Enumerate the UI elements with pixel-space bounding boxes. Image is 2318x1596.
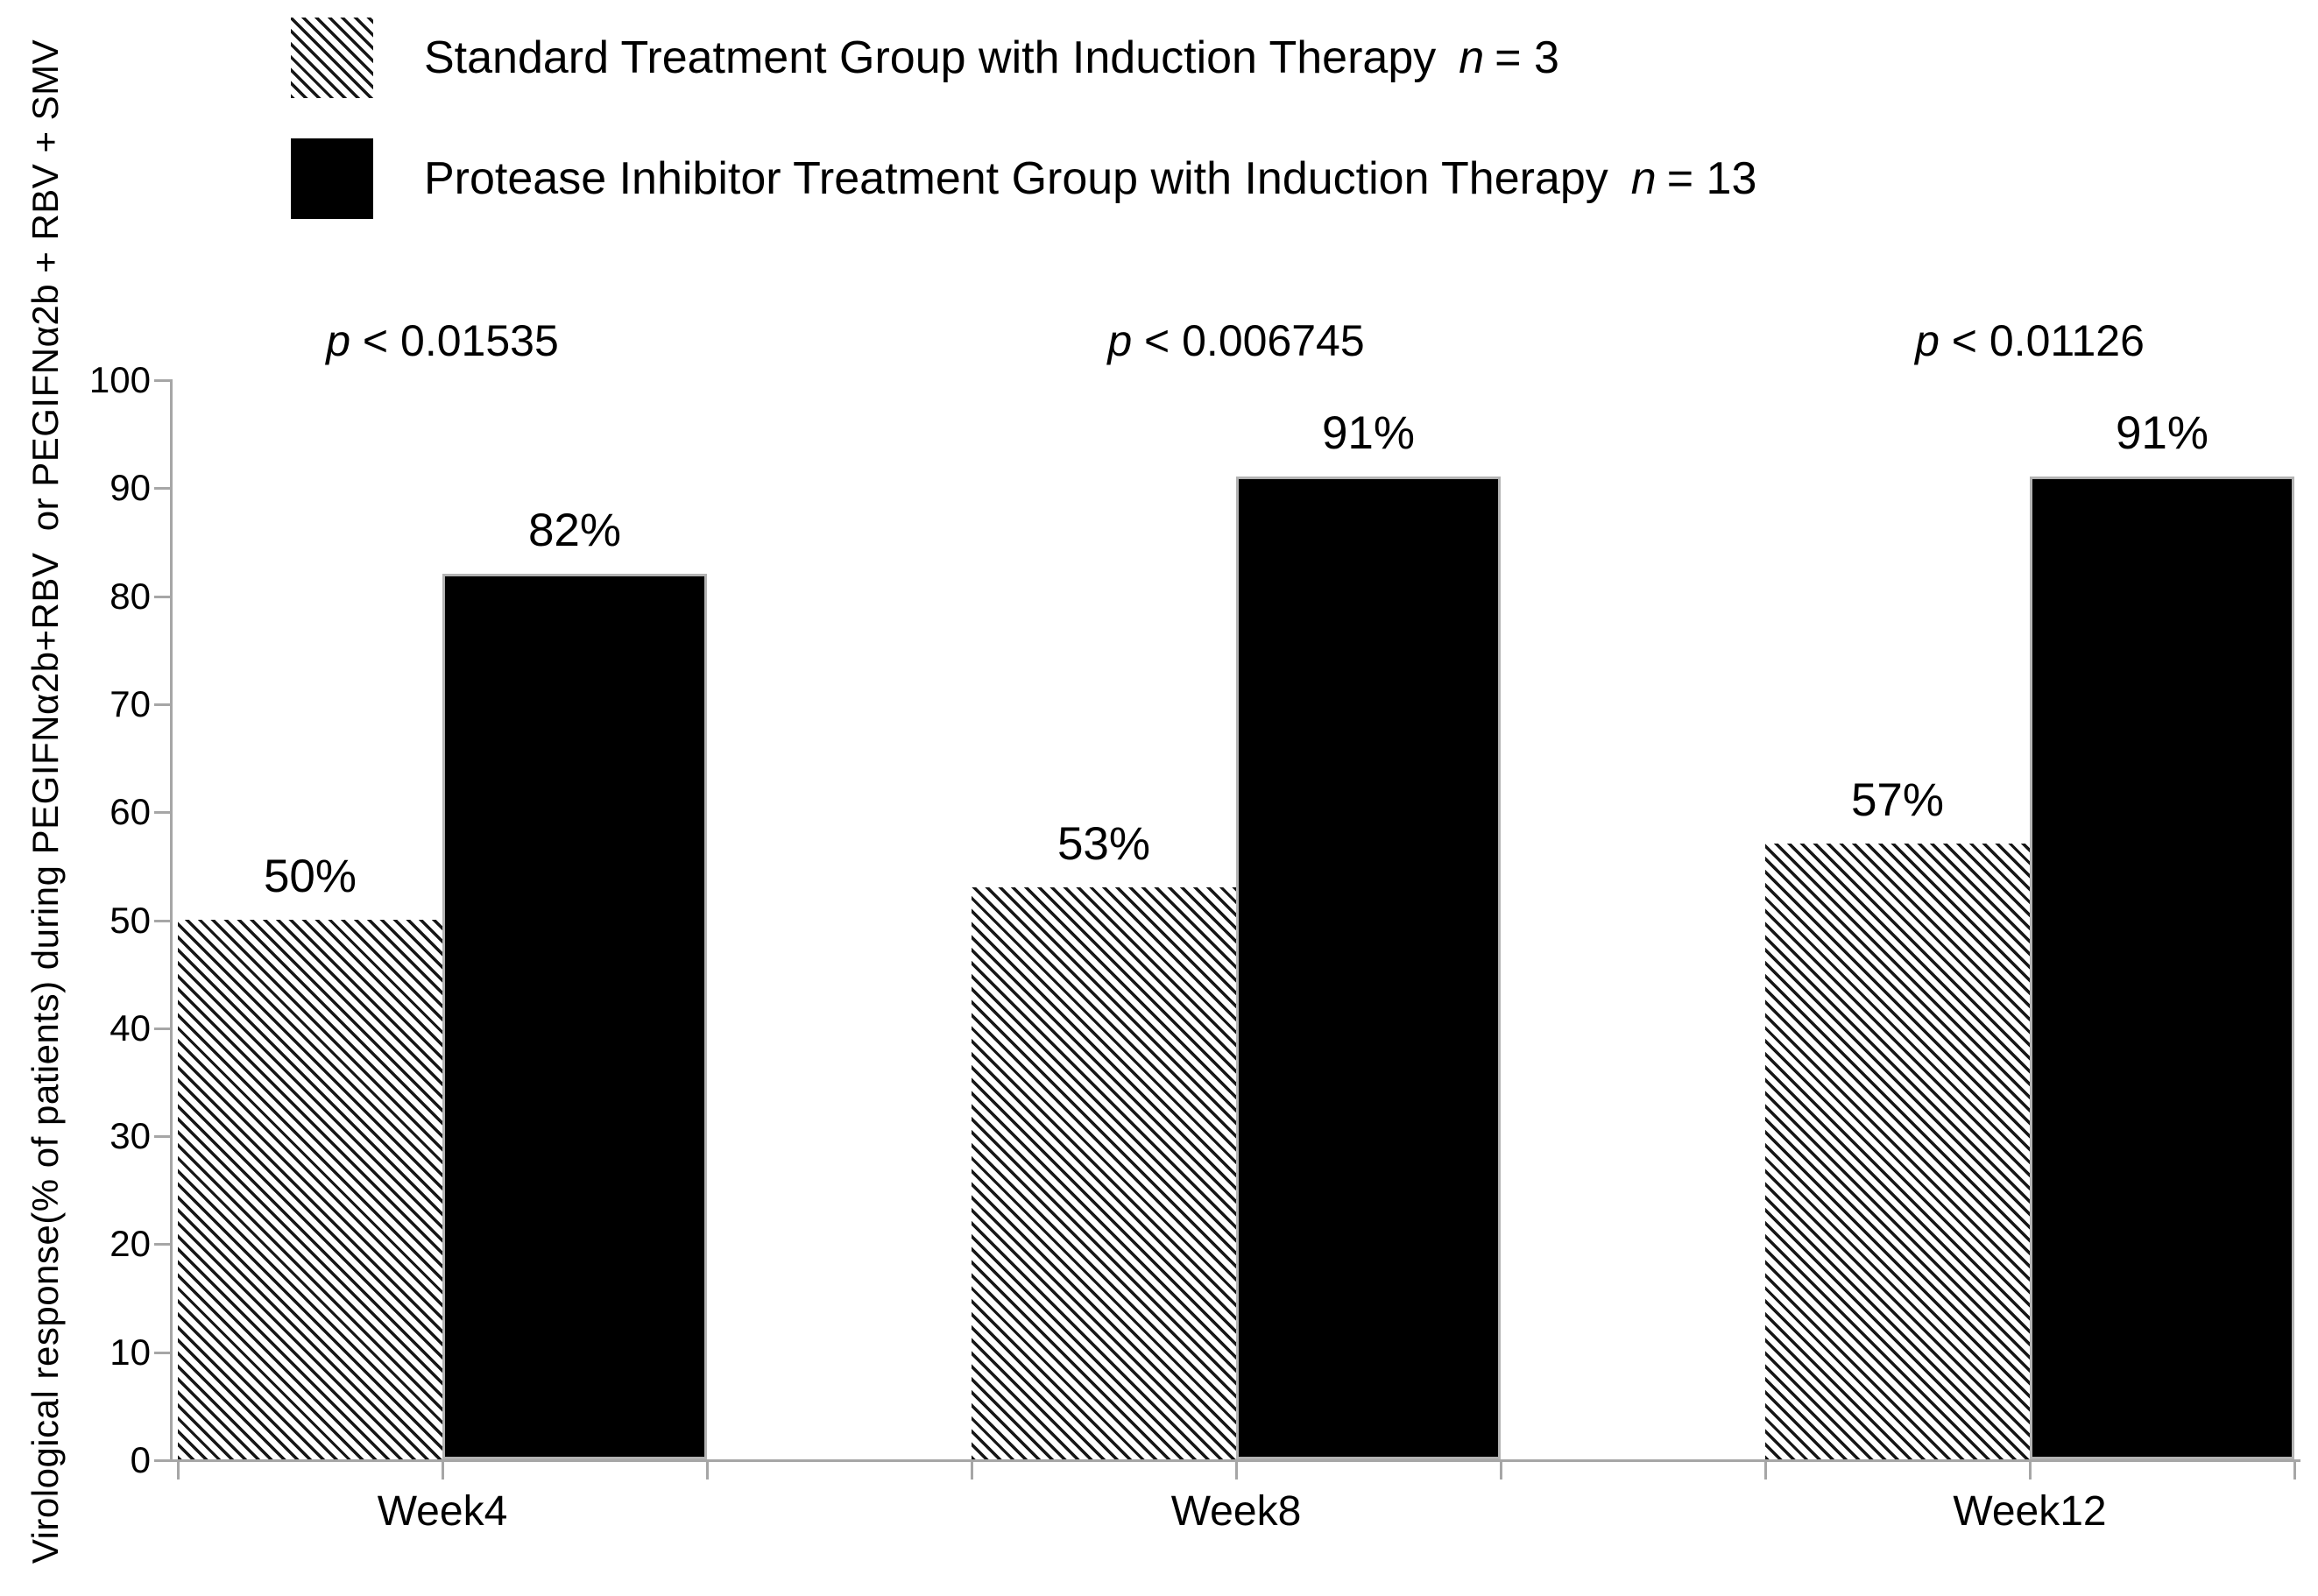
y-tick-label: 10	[110, 1331, 151, 1373]
bar-value-label-week12-standard: 57%	[1850, 774, 1945, 827]
x-tick-mark	[2029, 1462, 2032, 1479]
y-tick-mark	[154, 703, 170, 706]
bar-week8-standard	[972, 886, 1236, 1459]
p-threshold: < 0.01535	[350, 316, 559, 365]
x-tick-mark	[1764, 1462, 1767, 1479]
y-tick-label: 60	[110, 791, 151, 833]
x-tick-mark	[442, 1462, 444, 1479]
legend-text: Standard Treatment Group with Induction …	[424, 32, 1437, 83]
y-tick-mark	[154, 919, 170, 922]
legend-swatch-hatched	[291, 18, 373, 98]
p-variable: p	[1915, 316, 1940, 365]
bar-week12-protease	[2030, 476, 2294, 1459]
bar-week4-standard	[178, 919, 442, 1459]
x-tick-label-week4: Week4	[377, 1488, 508, 1535]
legend-n-value: = 13	[1666, 153, 1757, 204]
bar-value-label-week12-protease: 91%	[2115, 406, 2209, 459]
legend-swatch-black	[291, 138, 373, 219]
x-axis-line	[170, 1459, 2300, 1462]
legend-n-variable: n	[1630, 153, 1657, 204]
y-axis-line	[170, 379, 173, 1462]
p-value-week8: p < 0.006745	[972, 315, 1501, 366]
y-tick-label: 0	[130, 1439, 151, 1480]
bar-week12-standard	[1765, 844, 2030, 1459]
p-variable: p	[1107, 316, 1133, 365]
y-tick-label: 90	[110, 467, 151, 509]
y-tick-label: 40	[110, 1006, 151, 1049]
legend-n-variable: n	[1459, 32, 1485, 83]
x-tick-label-week8: Week8	[1170, 1488, 1302, 1535]
bar-value-label-week8-standard: 53%	[1057, 817, 1151, 870]
y-tick-label: 20	[110, 1223, 151, 1265]
x-tick-mark	[2293, 1462, 2296, 1479]
y-tick-label: 80	[110, 575, 151, 617]
p-variable: p	[326, 316, 351, 365]
x-tick-label-week12: Week12	[1953, 1488, 2107, 1535]
y-tick-mark	[154, 1027, 170, 1030]
y-tick-mark	[154, 379, 170, 382]
x-tick-mark	[706, 1462, 709, 1479]
x-tick-mark	[971, 1462, 973, 1479]
y-tick-mark	[154, 1459, 170, 1462]
legend-label-standard-group: Standard Treatment Group with Induction …	[424, 32, 1559, 84]
legend-item-protease-group: Protease Inhibitor Treatment Group with …	[291, 138, 1756, 219]
y-tick-label: 50	[110, 899, 151, 941]
legend-item-standard-group: Standard Treatment Group with Induction …	[291, 18, 1559, 98]
p-threshold: < 0.01126	[1939, 316, 2145, 365]
y-tick-mark	[154, 487, 170, 491]
p-value-week12: p < 0.01126	[1765, 315, 2294, 366]
y-tick-label: 70	[110, 682, 151, 724]
x-tick-mark	[177, 1462, 180, 1479]
p-threshold: < 0.006745	[1132, 316, 1365, 365]
y-tick-mark	[154, 811, 170, 815]
y-tick-mark	[154, 1135, 170, 1139]
bar-week8-protease	[1236, 476, 1501, 1459]
legend-n-value: = 3	[1495, 32, 1559, 83]
y-tick-label: 100	[88, 359, 151, 400]
p-value-week4: p < 0.01535	[178, 315, 707, 366]
y-tick-mark	[154, 1351, 170, 1354]
legend-text: Protease Inhibitor Treatment Group with …	[424, 153, 1608, 204]
bar-value-label-week4-standard: 50%	[263, 850, 357, 902]
y-tick-mark	[154, 595, 170, 598]
legend-label-protease-group: Protease Inhibitor Treatment Group with …	[424, 152, 1756, 205]
x-tick-mark	[1235, 1462, 1238, 1479]
x-tick-mark	[1500, 1462, 1502, 1479]
bar-value-label-week4-protease: 82%	[527, 504, 622, 556]
bar-week4-protease	[442, 573, 707, 1459]
y-tick-mark	[154, 1243, 170, 1246]
y-tick-label: 30	[110, 1115, 151, 1157]
bar-value-label-week8-protease: 91%	[1321, 406, 1416, 459]
